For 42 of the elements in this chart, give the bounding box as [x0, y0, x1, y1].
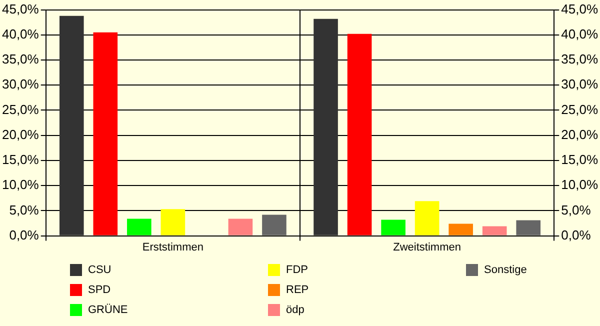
legend-label: SPD: [88, 284, 111, 296]
bar: [381, 220, 406, 236]
legend-label: CSU: [88, 264, 112, 276]
y-tick-label: 20,0%: [2, 126, 40, 142]
y-tick-label: 15,0%: [2, 152, 40, 168]
y2-tick-label: 15,0%: [561, 152, 598, 168]
y-tick-label: 40,0%: [2, 26, 40, 42]
bar: [516, 220, 541, 236]
bar: [59, 16, 84, 236]
legend-label: Sonstige: [484, 264, 527, 276]
x-tick-label: Erststimmen: [142, 241, 204, 254]
y-tick-label: 25,0%: [2, 102, 40, 117]
y-tick-label: 45,0%: [2, 1, 40, 16]
bar: [414, 201, 440, 236]
y2-tick-label: 40,0%: [561, 26, 598, 42]
y-tick-label: 10,0%: [2, 177, 40, 192]
y-tick-label: 30,0%: [2, 76, 40, 92]
y2-tick-label: 35,0%: [561, 52, 598, 67]
y2-tick-label: 45,0%: [561, 1, 598, 16]
x-tick-label: Zweitstimmen: [393, 241, 461, 254]
y2-tick-label: 20,0%: [561, 126, 598, 142]
y2-tick-label: 10,0%: [561, 177, 598, 192]
bar: [160, 209, 186, 236]
legend-label: GRÜNE: [88, 304, 128, 316]
bar: [127, 218, 152, 236]
bar: [448, 224, 473, 236]
y2-tick-label: 30,0%: [561, 76, 598, 92]
y-tick-label: 35,0%: [2, 52, 40, 67]
y2-tick-label: 25,0%: [561, 102, 598, 117]
y2-tick-label: 0,0%: [561, 227, 592, 242]
bar: [262, 214, 286, 236]
legend-label: FDP: [286, 264, 308, 276]
y-tick-label: 0,0%: [9, 227, 40, 242]
bar: [228, 218, 253, 236]
bar: [482, 226, 507, 236]
legend-label: REP: [286, 284, 309, 296]
bar: [93, 32, 118, 236]
bar: [347, 34, 372, 236]
bar: [314, 18, 338, 236]
y-tick-label: 5,0%: [9, 202, 40, 218]
legend-label: ödp: [286, 304, 304, 316]
y2-tick-label: 5,0%: [561, 202, 592, 218]
